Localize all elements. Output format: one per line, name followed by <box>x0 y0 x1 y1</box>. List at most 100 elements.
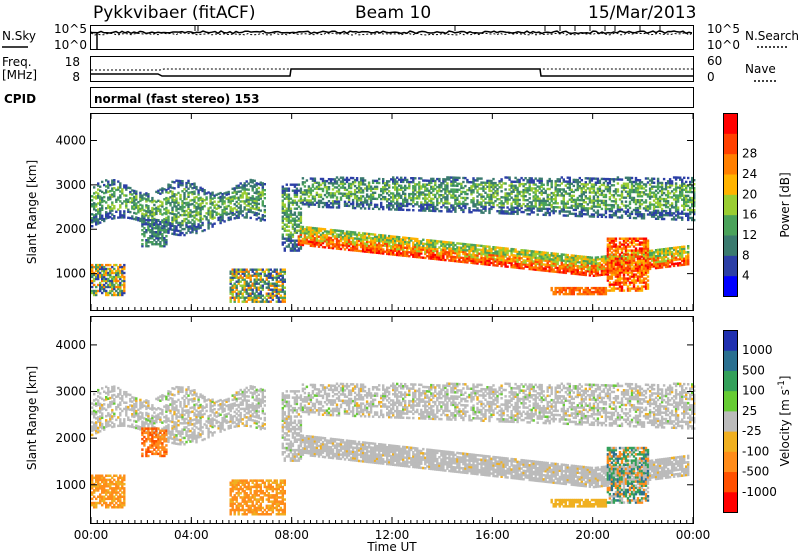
power-cell <box>239 186 242 189</box>
power-cell <box>396 208 399 211</box>
power-cell <box>596 203 600 206</box>
power-cell <box>538 205 541 208</box>
power-cell <box>155 225 158 228</box>
power-cell <box>271 274 274 277</box>
power-cell <box>574 288 577 292</box>
power-cell <box>490 189 493 193</box>
power-cell <box>361 246 365 249</box>
power-cell <box>359 241 363 245</box>
power-cell <box>299 241 303 244</box>
power-cell <box>241 214 244 217</box>
power-cell <box>231 270 234 273</box>
power-cell <box>331 204 335 207</box>
power-cell <box>574 258 577 262</box>
power-cell <box>598 181 602 184</box>
power-cell <box>500 204 503 207</box>
power-cell <box>135 204 138 207</box>
power-cell <box>504 255 507 258</box>
power-cell <box>375 179 379 183</box>
power-cell <box>478 183 481 186</box>
power-cell <box>596 199 600 202</box>
power-cell <box>349 246 353 250</box>
power-cell <box>137 207 140 210</box>
power-cell <box>382 180 385 183</box>
power-cell <box>512 260 515 263</box>
power-cell <box>333 235 337 238</box>
power-cell <box>353 194 357 198</box>
power-cell <box>414 251 417 255</box>
power-cell <box>484 201 487 204</box>
power-cell <box>153 199 156 203</box>
power-cell <box>171 198 174 201</box>
power-cell <box>400 244 403 247</box>
power-cell <box>470 243 473 247</box>
power-cell <box>514 258 517 261</box>
power-cell <box>299 245 303 248</box>
power-cell <box>307 195 311 198</box>
power-cell <box>119 283 122 287</box>
power-cell <box>137 211 140 214</box>
power-cell <box>526 199 529 202</box>
power-cell <box>612 245 616 248</box>
power-cell <box>450 182 453 185</box>
power-cell <box>165 239 168 242</box>
power-cell <box>123 267 126 271</box>
power-cell <box>243 208 246 211</box>
power-cell <box>606 256 610 260</box>
power-cell <box>414 203 417 206</box>
power-cell <box>444 192 447 195</box>
power-cell <box>568 210 571 213</box>
power-cell <box>580 189 583 192</box>
power-cell <box>500 260 503 264</box>
power-cell <box>424 193 427 196</box>
power-cell <box>135 190 138 193</box>
power-cell <box>572 184 575 188</box>
power-cell <box>277 296 280 299</box>
power-cell <box>602 199 606 203</box>
power-cell <box>558 255 561 258</box>
power-cell <box>566 182 569 185</box>
power-cell <box>540 207 543 210</box>
power-cell <box>472 209 475 212</box>
power-cell <box>564 288 567 292</box>
power-cell <box>572 212 575 216</box>
power-cell <box>107 267 110 271</box>
power-cell <box>482 247 485 250</box>
power-cell <box>576 180 579 184</box>
power-cell <box>103 269 106 273</box>
power-cell <box>546 209 549 213</box>
noise-right-tick-bottom: 10^0 <box>707 38 740 52</box>
power-cell <box>273 268 276 271</box>
power-cell <box>151 200 154 204</box>
power-cell <box>217 206 220 210</box>
power-cell <box>371 249 375 252</box>
power-cell <box>319 195 323 199</box>
power-cell <box>516 250 519 253</box>
power-cell <box>287 193 291 196</box>
power-cell <box>297 205 301 208</box>
power-cell <box>458 252 461 255</box>
power-cell <box>612 190 616 193</box>
power-cell <box>530 181 533 184</box>
power-cell <box>365 250 369 253</box>
power-cell <box>494 258 497 261</box>
power-cell <box>243 272 246 275</box>
power-cell <box>576 286 579 290</box>
power-cell <box>610 194 614 197</box>
power-cell <box>299 227 303 230</box>
power-cell <box>604 209 608 213</box>
power-cell <box>95 195 98 198</box>
power-cell <box>367 240 371 244</box>
power-cell <box>151 243 154 246</box>
power-cell <box>538 179 541 182</box>
power-cell <box>514 202 517 205</box>
power-cell <box>428 249 431 252</box>
power-cell <box>91 263 94 267</box>
power-cell <box>335 235 339 238</box>
power-cell <box>313 233 317 236</box>
power-cell <box>402 198 405 201</box>
power-cell <box>434 239 437 243</box>
power-cell <box>448 255 451 258</box>
power-cell <box>255 190 258 193</box>
power-cell <box>486 249 489 252</box>
